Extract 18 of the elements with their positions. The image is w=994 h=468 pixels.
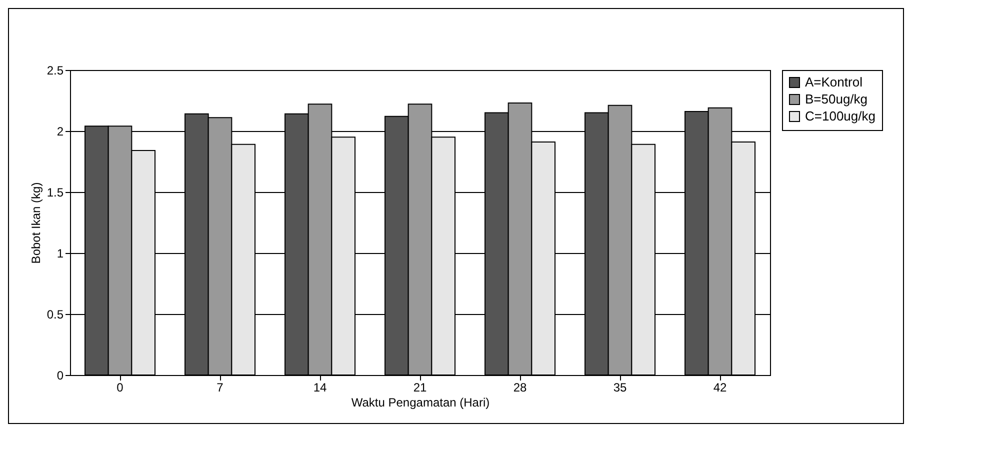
x-tick-label: 7 [216, 380, 224, 394]
x-tick-label: 21 [413, 380, 427, 394]
legend-label: C=100ug/kg [805, 108, 876, 124]
x-tick-label: 28 [513, 380, 527, 394]
legend-label: B=50ug/kg [805, 92, 868, 106]
x-tick-label: 42 [713, 380, 727, 394]
y-axis-title: Bobot Ikan (kg) [28, 182, 43, 264]
x-tick-label: 14 [313, 380, 327, 394]
y-tick-label: 1 [56, 246, 64, 260]
x-axis-title: Waktu Pengamatan (Hari) [351, 396, 490, 410]
y-tick-label: 2 [56, 124, 64, 138]
y-tick-label: 0 [56, 368, 64, 382]
y-tick-label: 0.5 [46, 308, 64, 322]
legend-label: A=Kontrol [805, 74, 863, 90]
x-tick-label: 35 [613, 380, 627, 394]
y-tick-label: 2.5 [46, 64, 64, 78]
y-tick-label: 1.5 [46, 186, 64, 200]
x-tick-label: 0 [116, 380, 124, 394]
